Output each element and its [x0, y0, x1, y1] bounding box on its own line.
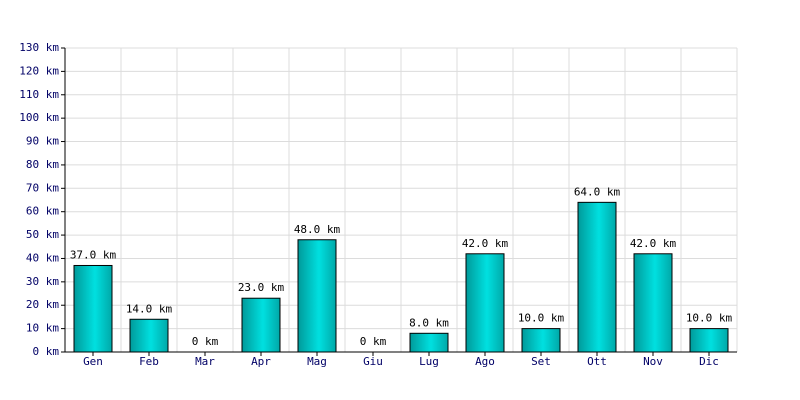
y-tick-label: 10 km: [26, 322, 59, 335]
y-tick-label: 100 km: [19, 111, 59, 124]
value-label: 0 km: [360, 335, 387, 348]
value-label: 10.0 km: [686, 312, 733, 325]
bar: [633, 253, 673, 353]
x-tick-label: Lug: [419, 355, 439, 368]
bar: [129, 318, 169, 353]
value-label: 64.0 km: [574, 185, 621, 198]
value-label: 48.0 km: [294, 223, 341, 236]
y-tick-label: 20 km: [26, 298, 59, 311]
y-tick-label: 0 km: [33, 345, 60, 358]
y-tick-label: 80 km: [26, 158, 59, 171]
value-label: 10.0 km: [518, 312, 565, 325]
y-tick-label: 50 km: [26, 228, 59, 241]
bar: [73, 264, 113, 353]
x-tick-label: Set: [531, 355, 551, 368]
y-tick-label: 110 km: [19, 88, 59, 101]
bar: [241, 297, 281, 353]
x-tick-label: Dic: [699, 355, 719, 368]
bar: [689, 328, 729, 353]
value-label: 8.0 km: [409, 316, 449, 329]
value-label: 0 km: [192, 335, 219, 348]
x-tick-label: Gen: [83, 355, 103, 368]
bar: [521, 328, 561, 353]
value-label: 23.0 km: [238, 281, 285, 294]
y-tick-label: 70 km: [26, 181, 59, 194]
value-label: 14.0 km: [126, 302, 173, 315]
value-label: 42.0 km: [462, 237, 509, 250]
value-label: 42.0 km: [630, 237, 677, 250]
bar: [465, 253, 505, 353]
x-tick-label: Ago: [475, 355, 495, 368]
x-tick-label: Nov: [643, 355, 663, 368]
x-tick-label: Apr: [251, 355, 271, 368]
y-tick-label: 60 km: [26, 205, 59, 218]
y-tick-label: 40 km: [26, 251, 59, 264]
bar: [577, 201, 617, 353]
y-tick-label: 90 km: [26, 135, 59, 148]
x-tick-label: Mag: [307, 355, 327, 368]
y-tick-label: 130 km: [19, 41, 59, 54]
value-label: 37.0 km: [70, 248, 117, 261]
y-tick-label: 120 km: [19, 64, 59, 77]
x-tick-label: Ott: [587, 355, 607, 368]
x-tick-label: Mar: [195, 355, 215, 368]
y-tick-label: 30 km: [26, 275, 59, 288]
bar: [409, 332, 449, 353]
x-tick-label: Feb: [139, 355, 159, 368]
x-tick-label: Giu: [363, 355, 383, 368]
bar: [297, 239, 337, 353]
